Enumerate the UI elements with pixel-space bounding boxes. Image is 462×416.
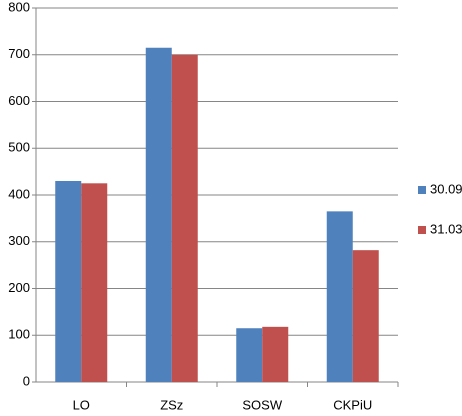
y-tick-label: 800: [8, 0, 30, 14]
x-tick-label: SOSW: [242, 397, 282, 412]
bar: [262, 326, 289, 382]
legend-swatch: [418, 226, 426, 234]
bar: [352, 250, 379, 382]
x-tick-label: ZSz: [160, 397, 183, 412]
legend-swatch: [418, 186, 426, 194]
y-tick-label: 600: [8, 93, 30, 108]
legend-label: 30.09: [430, 181, 462, 196]
bar: [145, 47, 172, 383]
bar: [55, 180, 82, 382]
bar: [236, 328, 263, 382]
x-tick-label: LO: [73, 397, 90, 412]
y-tick-label: 500: [8, 140, 30, 155]
y-tick-label: 100: [8, 327, 30, 342]
legend-label: 31.03: [430, 221, 462, 236]
y-tick-label: 700: [8, 46, 30, 61]
y-tick-label: 200: [8, 280, 30, 295]
bar: [171, 54, 198, 382]
y-tick-label: 0: [23, 373, 30, 388]
x-tick-label: CKPiU: [333, 397, 372, 412]
y-tick-label: 300: [8, 233, 30, 248]
bar: [81, 183, 108, 382]
y-tick-label: 400: [8, 186, 30, 201]
bar: [326, 211, 353, 382]
